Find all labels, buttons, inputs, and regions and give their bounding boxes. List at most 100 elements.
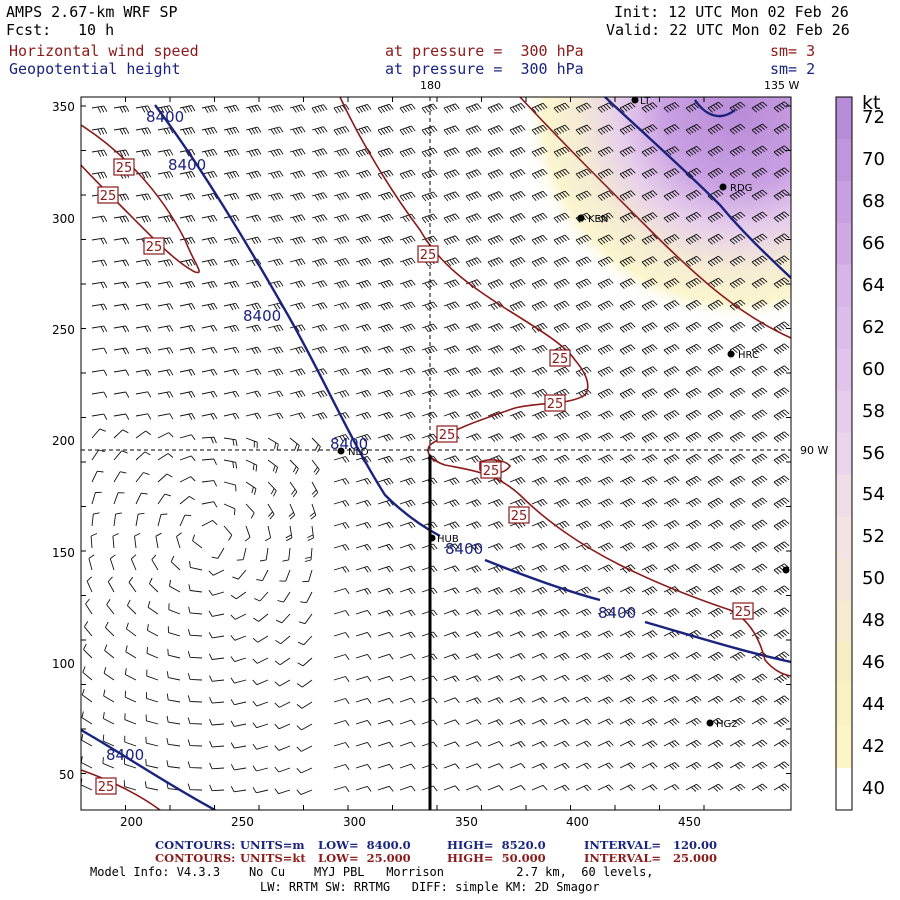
wind-barb [641,432,658,443]
wind-barb [751,519,768,531]
wind-barb [399,587,416,595]
wind-barb [113,471,127,483]
wind-barb [333,478,350,485]
wind-barb [487,719,504,726]
wind-barb [553,542,570,551]
wind-barb [773,629,790,639]
wind-barb [531,696,548,704]
field-2-pressure: at pressure = 300 hPa [385,60,584,78]
station-ken-label: KEN [588,214,608,225]
colorbar-level-label: 50 [862,568,885,590]
wind-barb [201,280,218,289]
wind-barb [399,763,416,770]
wind-barb [751,695,768,706]
wind-barb [311,437,321,453]
wind-barb [443,521,460,530]
wind-barb [102,712,115,725]
wind-barb [685,145,702,157]
wind-barb [465,499,482,507]
wind-barb [619,212,636,223]
wind-barb [289,437,300,452]
wind-barb [707,431,724,443]
wind-barb [355,741,372,748]
wind-barb [296,767,313,774]
wind-barb [377,455,394,464]
wind-barb [663,476,680,486]
wind-barb [773,695,790,705]
wind-barb [275,613,291,624]
wind-barb [377,389,394,398]
wind-barb [773,607,790,617]
wind-barb [487,477,504,485]
wind-barb [377,653,394,660]
wind-barb [751,497,768,509]
wind-barb [663,608,680,618]
wind-barb [465,169,482,180]
wind-barb [575,476,592,486]
wind-barb [245,104,262,113]
wind-barb [685,365,702,377]
wind-barb [109,554,116,571]
speed-label: 25 [116,161,133,176]
wind-barb [465,653,482,660]
wind-barb [465,389,482,399]
wind-barb [509,630,526,638]
wind-barb [135,193,152,201]
wind-barb [575,432,592,442]
wind-barb [575,784,592,792]
wind-barb [188,584,203,593]
wind-barb [465,565,482,573]
wind-barb [355,147,372,158]
wind-barb [729,299,746,311]
wind-barb [707,101,724,113]
wind-barb [91,105,108,113]
wind-barb [509,344,526,354]
wind-barb [124,690,137,703]
wind-barb [311,236,328,245]
wind-barb [399,499,416,508]
wind-barb [443,719,460,725]
wind-barb [487,521,504,529]
wind-barb [465,477,482,485]
wind-barb [208,589,225,596]
colorbar-swatch [836,306,852,350]
wind-barb [311,412,328,420]
wind-barb [223,412,240,420]
wind-barb [124,735,137,747]
wind-barb [663,234,680,245]
wind-barb [179,369,196,376]
wind-barb [230,635,247,641]
wind-barb [773,233,790,245]
wind-barb [223,503,236,516]
wind-barb [707,387,724,399]
speed-label: 25 [552,352,569,367]
wind-barb [641,388,658,399]
wind-barb [619,608,636,617]
wind-barb [707,673,724,682]
wind-barb [166,693,181,703]
wind-barb [135,451,151,461]
speed-label-box [544,394,566,412]
wind-barb [267,368,284,377]
y-tick-250: 250 [52,323,75,337]
wind-barb [135,127,152,135]
wind-barb [134,532,141,549]
wind-barb [399,301,416,311]
height-label: 8400 [598,604,636,622]
wind-barb [641,454,658,464]
wind-barb [641,344,658,355]
wind-barb [553,190,570,202]
wind-barb [443,367,460,377]
wind-barb [597,278,614,289]
wind-barb [135,347,152,355]
wind-barb [267,390,284,398]
wind-barb [377,235,394,245]
wind-barb [209,719,225,726]
wind-barb [685,299,702,311]
wind-barb [531,608,548,617]
wind-barb [399,543,416,551]
wind-barb [729,519,746,531]
wind-barb [279,569,291,582]
wind-barb [399,323,416,333]
